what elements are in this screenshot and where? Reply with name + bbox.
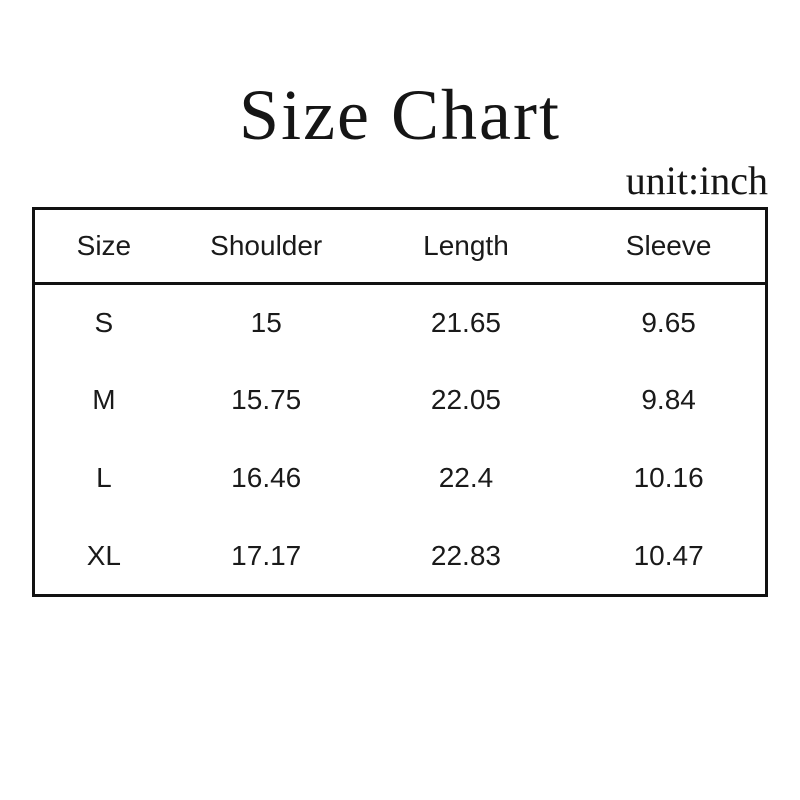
size-table: Size Shoulder Length Sleeve S 15 21.65 9…: [32, 206, 768, 597]
length-value: 21.65: [430, 307, 501, 339]
sleeve-value: 10.16: [633, 462, 704, 494]
length-value: 22.4: [438, 462, 494, 494]
length-value: 22.83: [430, 539, 501, 571]
size-label: XL: [86, 539, 121, 571]
size-label: S: [94, 307, 114, 339]
unit-label: unit:inch: [625, 157, 768, 203]
shoulder-value: 15.75: [231, 384, 302, 416]
column-header-size: Size: [76, 229, 132, 261]
table-row-s: S 15 21.65 9.65: [34, 283, 767, 361]
sleeve-value: 10.47: [633, 539, 704, 571]
table-row-xl: XL 17.17 22.83 10.47: [34, 517, 767, 595]
shoulder-value: 17.17: [231, 539, 302, 571]
table-row-m: M 15.75 22.05 9.84: [34, 361, 767, 439]
shoulder-value: 16.46: [231, 462, 302, 494]
size-label: L: [96, 462, 112, 494]
table-wrapper: unit:inch Size Shoulder Length Sleeve S: [32, 157, 768, 597]
column-header-length: Length: [423, 229, 509, 261]
page-title: Size Chart: [239, 75, 561, 155]
column-header-shoulder: Shoulder: [210, 229, 323, 261]
length-value: 22.05: [430, 384, 501, 416]
shoulder-value: 15: [250, 307, 282, 339]
column-header-sleeve: Sleeve: [625, 229, 712, 261]
sleeve-value: 9.84: [641, 384, 696, 416]
size-label: M: [92, 384, 116, 416]
table-header-row: Size Shoulder Length Sleeve: [33, 208, 767, 284]
table-row-l: L 16.46 22.4 10.16: [34, 439, 767, 517]
sleeve-value: 9.65: [641, 307, 696, 339]
